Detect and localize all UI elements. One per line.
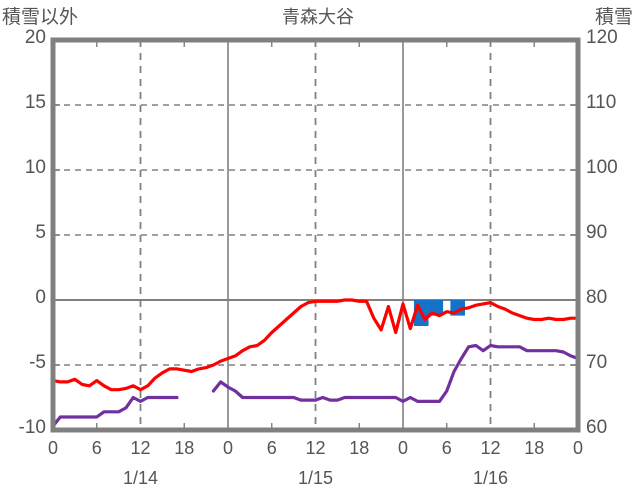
left-axis-tick-label: 10	[24, 157, 46, 178]
x-axis-tick-label: 0	[47, 438, 58, 458]
series-line-min-temperature-purple	[51, 343, 580, 428]
left-axis-caption: 積雪以外	[2, 7, 79, 28]
right-axis-caption: 積雪	[594, 7, 633, 28]
gridlines	[53, 40, 578, 430]
x-axis-tick-label: 12	[480, 438, 501, 458]
left-axis-tick-label: -10	[18, 417, 46, 438]
x-axis-tick-label: 12	[130, 438, 151, 458]
right-axis-tick-label: 70	[586, 352, 608, 373]
x-axis-tick-label: 18	[174, 438, 195, 458]
plot-frame	[50, 37, 581, 433]
x-axis-tick-label: 0	[222, 438, 233, 458]
line-series-group	[51, 298, 580, 428]
chart-title: 青森大谷	[282, 7, 354, 27]
left-axis-tick-label: -5	[29, 352, 46, 373]
left-axis-tick-label: 20	[24, 27, 46, 48]
x-axis-tick-label: 18	[349, 438, 370, 458]
x-axis-tick-label: 6	[441, 438, 452, 458]
left-axis-tick-label: 5	[35, 222, 46, 243]
right-axis-tick-label: 120	[586, 27, 618, 48]
left-axis-tick-label: 0	[35, 287, 46, 308]
x-axis-day-label: 1/15	[297, 468, 334, 488]
x-axis-day-label: 1/14	[122, 468, 159, 488]
right-axis-tick-label: 100	[586, 157, 618, 178]
x-axis-tick-label: 0	[397, 438, 408, 458]
plot-border	[50, 37, 581, 433]
series-line-temperature-red	[51, 298, 580, 392]
left-axis-tick-label: 15	[24, 92, 46, 113]
x-axis-day-label: 1/16	[472, 468, 509, 488]
x-axis-tick-label: 18	[524, 438, 545, 458]
right-axis-tick-label: 80	[586, 287, 608, 308]
right-axis-tick-label: 90	[586, 222, 608, 243]
x-axis-tick-label: 0	[572, 438, 583, 458]
right-axis-tick-label: 60	[586, 417, 608, 438]
x-axis-tick-label: 12	[305, 438, 326, 458]
x-axis-tick-label: 6	[91, 438, 102, 458]
right-axis-tick-label: 110	[586, 92, 617, 113]
x-axis-tick-label: 6	[266, 438, 277, 458]
